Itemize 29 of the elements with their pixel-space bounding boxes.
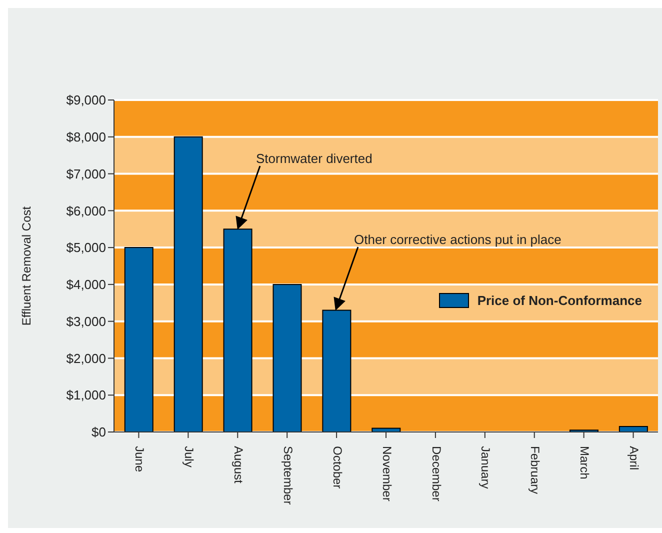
- annotation: Other corrective actions put in place: [354, 232, 562, 247]
- y-tick-label: $0: [92, 424, 106, 440]
- y-tick-label: $6,000: [66, 203, 106, 218]
- x-tick-label: February: [528, 446, 542, 494]
- x-tick-label: July: [182, 446, 196, 468]
- x-tick-label: January: [478, 446, 493, 489]
- y-tick-label: $3,000: [66, 314, 106, 329]
- y-tick-label: $2,000: [66, 350, 106, 366]
- x-tick-label: November: [380, 446, 394, 502]
- x-tick-label: March: [578, 446, 592, 480]
- bar: [124, 247, 154, 432]
- bar: [618, 426, 648, 432]
- y-tick-label: $5,000: [66, 240, 106, 256]
- y-tick-label: $1,000: [66, 388, 106, 403]
- x-tick-label: August: [231, 446, 246, 484]
- x-tick-label: April: [627, 446, 642, 470]
- x-tick-label: December: [429, 446, 444, 502]
- legend-label: Price of Non-Conformance: [477, 292, 642, 308]
- y-tick-label: $9,000: [66, 92, 106, 108]
- y-axis-title: Effluent Removal Cost: [19, 206, 34, 326]
- x-tick-label: September: [280, 446, 295, 505]
- bar: [174, 136, 203, 432]
- x-tick-label: June: [132, 446, 147, 472]
- bar: [272, 284, 302, 432]
- y-tick-label: $4,000: [66, 277, 106, 292]
- y-tick-label: $8,000: [66, 130, 106, 145]
- x-tick-label: October: [330, 446, 344, 489]
- annotation: Stormwater diverted: [256, 151, 372, 166]
- y-tick-label: $7,000: [66, 166, 106, 182]
